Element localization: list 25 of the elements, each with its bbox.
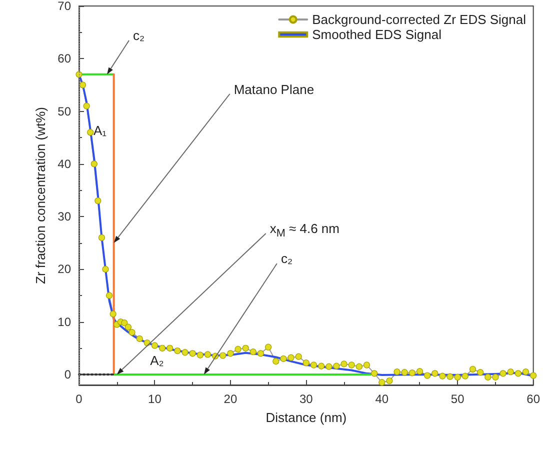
annotation: c₂ [280, 251, 292, 266]
legend-label: Background-corrected Zr EDS Signal [312, 12, 526, 27]
x-tick-label: 40 [375, 392, 389, 406]
x-tick-label: 50 [450, 392, 465, 406]
x-axis-title: Distance (nm) [266, 410, 347, 425]
x-tick-label: 10 [148, 392, 162, 406]
annotation: Matano Plane [234, 82, 314, 97]
annotation: c₂ [133, 28, 145, 44]
x-tick-label: 60 [526, 392, 540, 406]
annotation: A₁ [93, 122, 107, 138]
x-tick-label: 0 [76, 392, 83, 406]
y-tick-label: 60 [58, 52, 72, 66]
y-tick-label: 0 [64, 367, 72, 382]
y-tick-label: 10 [58, 314, 72, 329]
y-axis-title: Zr fraction concentration (wt%) [32, 106, 48, 284]
y-tick-label: 30 [58, 210, 72, 224]
x-tick-label: 20 [224, 392, 238, 406]
annotation: A₂ [150, 352, 164, 368]
annotation: x$_{M}$ ≈ 4.6 nm [270, 221, 340, 242]
y-tick-label: 20 [58, 262, 72, 276]
y-tick-label: 50 [58, 104, 72, 118]
x-tick-label: 30 [299, 392, 314, 406]
y-tick-label: 40 [58, 156, 72, 171]
y-tick-label: 70 [58, 0, 72, 13]
legend-label: Smoothed EDS Signal [312, 27, 442, 42]
